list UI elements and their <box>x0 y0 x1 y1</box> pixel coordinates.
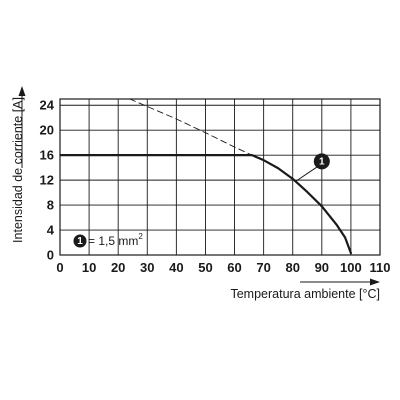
plot-frame <box>59 98 381 256</box>
legend-marker-badge <box>73 234 87 248</box>
legend-superscript: 2 <box>138 232 143 241</box>
x-tick-label: 40 <box>169 260 183 275</box>
legend-text: = 1,5 mm2 <box>88 232 143 249</box>
legend-marker-number: 1 <box>77 236 83 247</box>
y-tick-label: 20 <box>40 123 54 138</box>
series-line-solid <box>60 154 353 255</box>
x-axis-title: Temperatura ambiente [°C] <box>230 278 380 301</box>
y-tick-label: 24 <box>40 98 55 113</box>
y-tick-labels: 0 4 8 12 16 20 24 <box>40 98 55 263</box>
x-tick-label: 10 <box>82 260 96 275</box>
grid-lines <box>60 99 380 255</box>
legend-label: = 1,5 mm <box>88 234 138 248</box>
annotation-marker-number: 1 <box>319 156 325 167</box>
x-tick-label: 110 <box>370 260 391 275</box>
x-tick-label: 100 <box>340 260 362 275</box>
x-axis-label: Temperatura ambiente [°C] <box>230 287 380 301</box>
x-tick-label: 50 <box>198 260 212 275</box>
y-tick-label: 4 <box>47 223 55 238</box>
x-tick-labels: 0 10 20 30 40 50 60 70 80 90 100 110 <box>56 260 390 275</box>
x-tick-label: 30 <box>140 260 154 275</box>
y-axis-arrow-head <box>18 86 26 96</box>
x-tick-label: 90 <box>315 260 329 275</box>
annotation-leader-line <box>295 165 319 182</box>
series-layer <box>60 98 353 255</box>
x-axis-arrow-head <box>370 278 380 286</box>
y-tick-label: 16 <box>40 148 54 163</box>
y-tick-label: 0 <box>47 248 54 263</box>
annotation-layer: 1 <box>295 153 330 182</box>
y-axis-label: Intensidad de corriente [A] <box>11 97 25 243</box>
x-tick-label: 0 <box>56 260 63 275</box>
y-axis-title: Intensidad de corriente [A] <box>11 86 26 243</box>
x-tick-label: 60 <box>227 260 241 275</box>
legend: 1 = 1,5 mm2 <box>73 232 143 249</box>
series-line-dashed <box>129 98 253 156</box>
y-tick-label: 8 <box>47 198 54 213</box>
annotation-marker-badge <box>313 153 330 170</box>
x-tick-label: 80 <box>285 260 299 275</box>
x-tick-label: 70 <box>256 260 270 275</box>
x-tick-label: 20 <box>111 260 125 275</box>
y-tick-label: 12 <box>40 173 54 188</box>
